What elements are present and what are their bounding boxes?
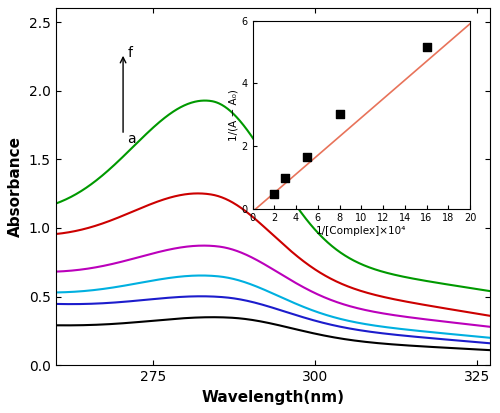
Text: a: a (128, 132, 136, 146)
Y-axis label: Absorbance: Absorbance (8, 136, 24, 237)
Point (336, 111, 344, 117)
Point (303, 154, 311, 160)
Y-axis label: 1/(A − A₀): 1/(A − A₀) (228, 89, 238, 140)
X-axis label: 1/[Complex]×10⁴: 1/[Complex]×10⁴ (316, 226, 406, 236)
Point (270, 190, 278, 197)
Text: f: f (128, 46, 132, 60)
Point (281, 175, 289, 181)
Point (422, 44, 430, 50)
X-axis label: Wavelength(nm): Wavelength(nm) (202, 390, 344, 405)
